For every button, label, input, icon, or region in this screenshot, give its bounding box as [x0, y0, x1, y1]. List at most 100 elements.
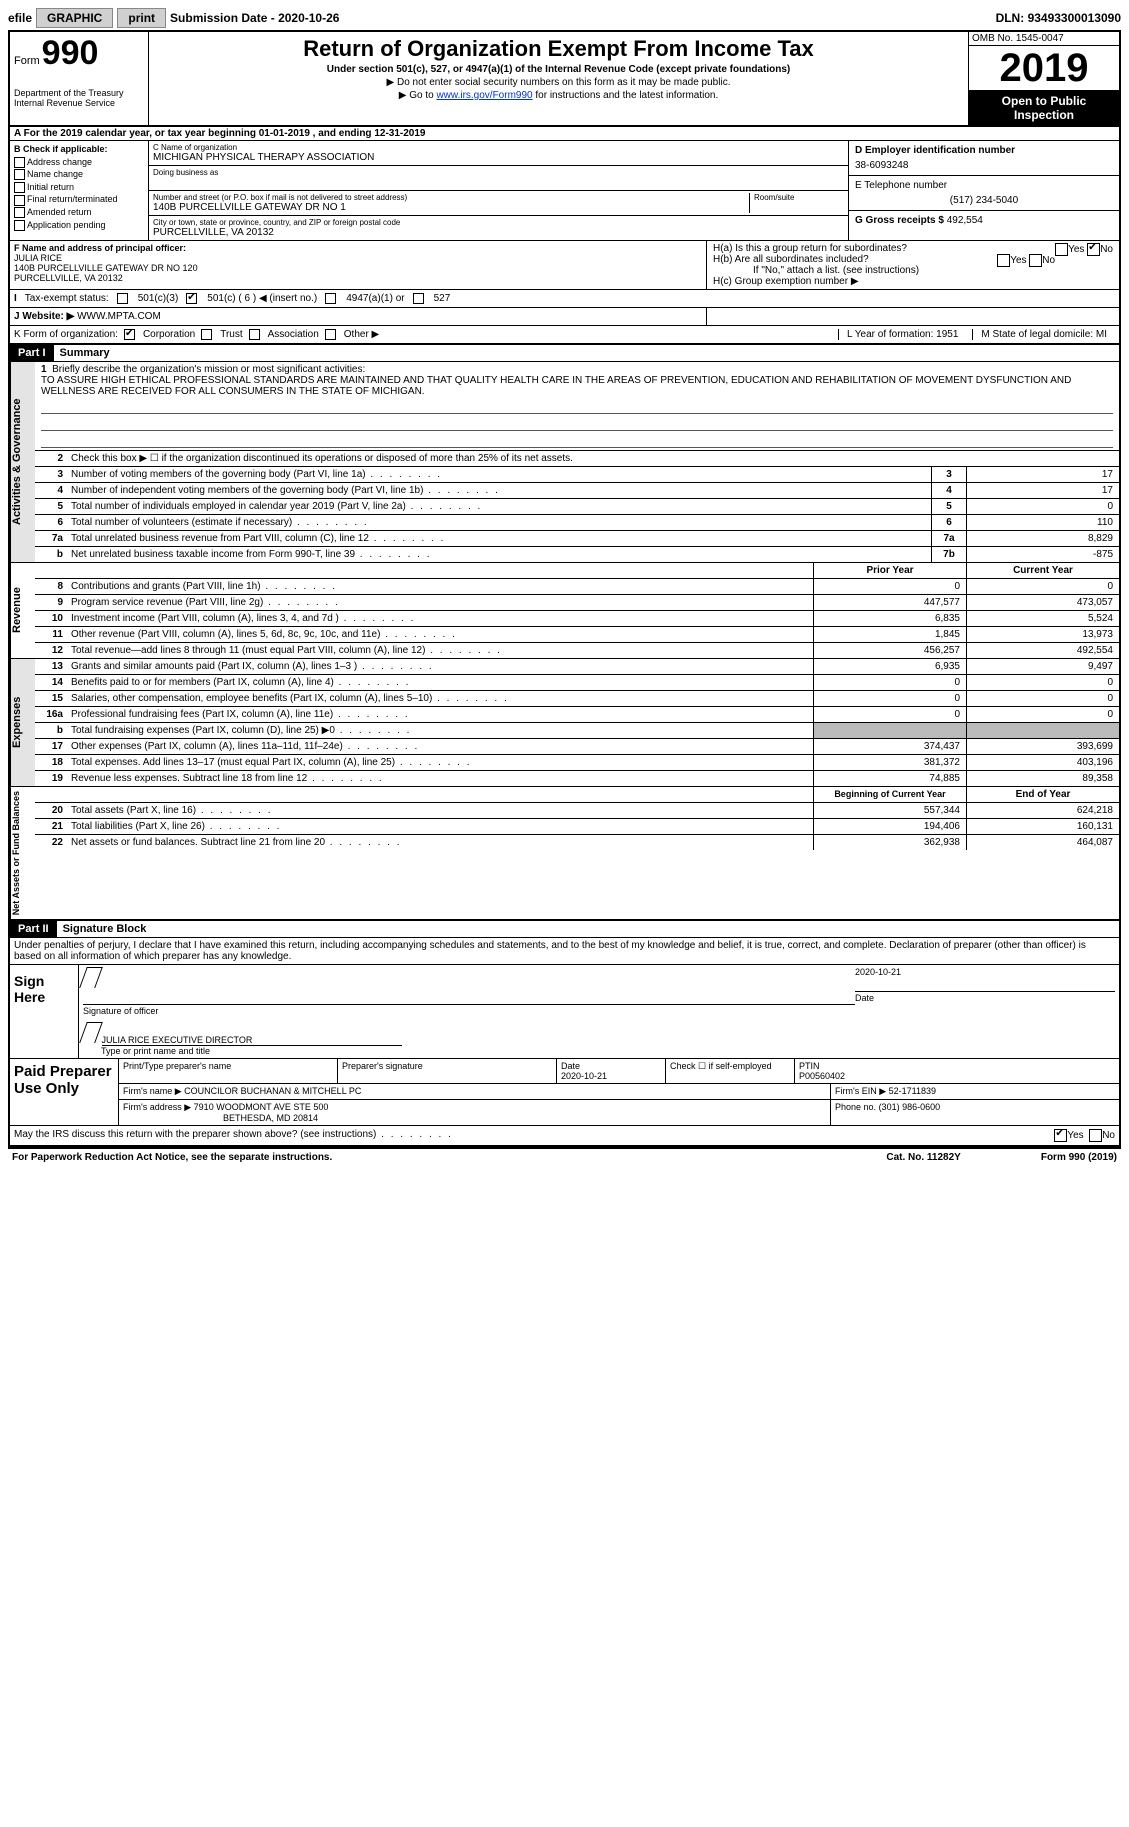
form-subtitle: Under section 501(c), 527, or 4947(a)(1)…: [155, 64, 962, 75]
q2: Check this box ▶ ☐ if the organization d…: [67, 451, 1119, 466]
c-name-label: C Name of organization: [153, 143, 844, 152]
firm-name-label: Firm's name ▶: [123, 1086, 182, 1096]
part2-title: Signature Block: [57, 921, 153, 937]
part1-body: Activities & Governance 1 Briefly descri…: [10, 362, 1119, 921]
hdr-curr: Current Year: [966, 563, 1119, 578]
sign-here-label: Sign Here: [10, 965, 79, 1058]
i-label: Tax-exempt status:: [25, 293, 109, 304]
table-row: 14 Benefits paid to or for members (Part…: [35, 675, 1119, 691]
firm-name: COUNCILOR BUCHANAN & MITCHELL PC: [184, 1086, 361, 1096]
section-f-h: F Name and address of principal officer:…: [10, 241, 1119, 290]
chk-name-change[interactable]: Name change: [14, 168, 144, 181]
row-j: J Website: ▶ WWW.MPTA.COM: [10, 308, 1119, 326]
vtab-expenses: Expenses: [10, 659, 35, 786]
q1-text: TO ASSURE HIGH ETHICAL PROFESSIONAL STAN…: [41, 375, 1071, 397]
chk-4947[interactable]: [325, 293, 336, 304]
footer-left: For Paperwork Reduction Act Notice, see …: [12, 1152, 332, 1163]
discuss-no[interactable]: [1089, 1129, 1102, 1142]
public-inspection: Open to Public Inspection: [969, 91, 1119, 125]
table-row: 17 Other expenses (Part IX, column (A), …: [35, 739, 1119, 755]
table-row: 20 Total assets (Part X, line 16) 557,34…: [35, 803, 1119, 819]
hb-yes[interactable]: [997, 254, 1010, 267]
d-ein-value: 38-6093248: [855, 160, 1113, 171]
public-line2: Inspection: [971, 108, 1117, 122]
room-label: Room/suite: [754, 193, 844, 202]
discuss-text: May the IRS discuss this return with the…: [14, 1129, 1054, 1142]
addr-label: Number and street (or P.O. box if mail i…: [153, 193, 749, 202]
paid-preparer-label: Paid Preparer Use Only: [10, 1059, 119, 1125]
dept-treasury: Department of the Treasury Internal Reve…: [14, 89, 144, 109]
form-word: Form: [14, 55, 40, 67]
table-row: 22 Net assets or fund balances. Subtract…: [35, 835, 1119, 850]
instr-1: ▶ Do not enter social security numbers o…: [155, 77, 962, 88]
phone-value: (301) 986-0600: [879, 1102, 941, 1112]
discuss-yes[interactable]: [1054, 1129, 1067, 1142]
chk-final-return[interactable]: Final return/terminated: [14, 193, 144, 206]
footer-mid: Cat. No. 11282Y: [886, 1152, 960, 1163]
e-phone-label: E Telephone number: [855, 180, 1113, 191]
footer-right: Form 990 (2019): [1041, 1152, 1117, 1163]
table-row: 7a Total unrelated business revenue from…: [35, 531, 1119, 547]
sig-date-label: Date: [855, 993, 874, 1003]
chk-address-change[interactable]: Address change: [14, 156, 144, 169]
hdr-prior: Prior Year: [813, 563, 966, 578]
omb-number: OMB No. 1545-0047: [969, 32, 1119, 46]
col-b-header: B Check if applicable:: [14, 143, 144, 156]
ha-yes[interactable]: [1055, 243, 1068, 256]
prep-hdr-2: Date: [561, 1061, 580, 1071]
prep-hdr-0: Print/Type preparer's name: [119, 1059, 338, 1083]
subdate-label-text: Submission Date -: [170, 11, 278, 25]
part2-header: Part II Signature Block: [10, 921, 1119, 938]
col-b: B Check if applicable: Address change Na…: [10, 141, 149, 240]
k-label: K Form of organization:: [14, 329, 118, 340]
sign-here-row: Sign Here Signature of officer 2020-10-2…: [10, 965, 1119, 1059]
chk-application-pending[interactable]: Application pending: [14, 219, 144, 232]
dln-label: DLN:: [996, 11, 1028, 25]
print-button[interactable]: print: [117, 8, 166, 28]
hb-no[interactable]: [1029, 254, 1042, 267]
table-row: 3 Number of voting members of the govern…: [35, 467, 1119, 483]
chk-assoc[interactable]: [249, 329, 260, 340]
chk-initial-return[interactable]: Initial return: [14, 181, 144, 194]
chk-amended-return[interactable]: Amended return: [14, 206, 144, 219]
f-city: PURCELLVILLE, VA 20132: [14, 273, 702, 283]
hc-right: [706, 308, 1119, 325]
part1-header: Part I Summary: [10, 345, 1119, 362]
chk-527[interactable]: [413, 293, 424, 304]
e-phone-value: (517) 234-5040: [855, 195, 1113, 206]
ha-label: H(a) Is this a group return for subordin…: [713, 243, 907, 254]
prep-date: 2020-10-21: [561, 1071, 607, 1081]
row-f: F Name and address of principal officer:…: [10, 241, 707, 289]
city-label: City or town, state or province, country…: [153, 218, 844, 227]
g-gross-value: 492,554: [947, 215, 983, 226]
row-k-lm: K Form of organization: Corporation Trus…: [10, 326, 1119, 345]
chk-other[interactable]: [325, 329, 336, 340]
firm-ein: 52-1711839: [889, 1086, 936, 1096]
dba-label: Doing business as: [153, 168, 844, 177]
ha-no[interactable]: [1087, 243, 1100, 256]
sig-date-value: 2020-10-21: [855, 967, 1115, 977]
chk-trust[interactable]: [201, 329, 212, 340]
graphic-button[interactable]: GRAPHIC: [36, 8, 113, 28]
instr2-post: for instructions and the latest informat…: [533, 90, 719, 101]
firm-addr-label: Firm's address ▶: [123, 1102, 191, 1112]
chk-501c3[interactable]: [117, 293, 128, 304]
firm-ein-label: Firm's EIN ▶: [835, 1086, 886, 1096]
table-row: 15 Salaries, other compensation, employe…: [35, 691, 1119, 707]
efile-label: efile: [8, 11, 32, 25]
prep-hdr-4: PTIN: [799, 1061, 820, 1071]
irs-link[interactable]: www.irs.gov/Form990: [436, 90, 532, 101]
chk-corp[interactable]: [124, 329, 135, 340]
d-ein-label: D Employer identification number: [855, 145, 1113, 156]
dln-value: 93493300013090: [1028, 11, 1121, 25]
g-gross-label: G Gross receipts $: [855, 215, 947, 226]
prep-ptin: P00560402: [799, 1071, 845, 1081]
table-row: 5 Total number of individuals employed i…: [35, 499, 1119, 515]
row-h: H(a) Is this a group return for subordin…: [707, 241, 1119, 289]
chk-501c[interactable]: [186, 293, 197, 304]
city-value: PURCELLVILLE, VA 20132: [153, 227, 844, 238]
public-line1: Open to Public: [971, 94, 1117, 108]
sig-intro: Under penalties of perjury, I declare th…: [10, 938, 1119, 965]
col-c: C Name of organization MICHIGAN PHYSICAL…: [149, 141, 848, 240]
form-container: Form 990 Department of the Treasury Inte…: [8, 30, 1121, 1149]
